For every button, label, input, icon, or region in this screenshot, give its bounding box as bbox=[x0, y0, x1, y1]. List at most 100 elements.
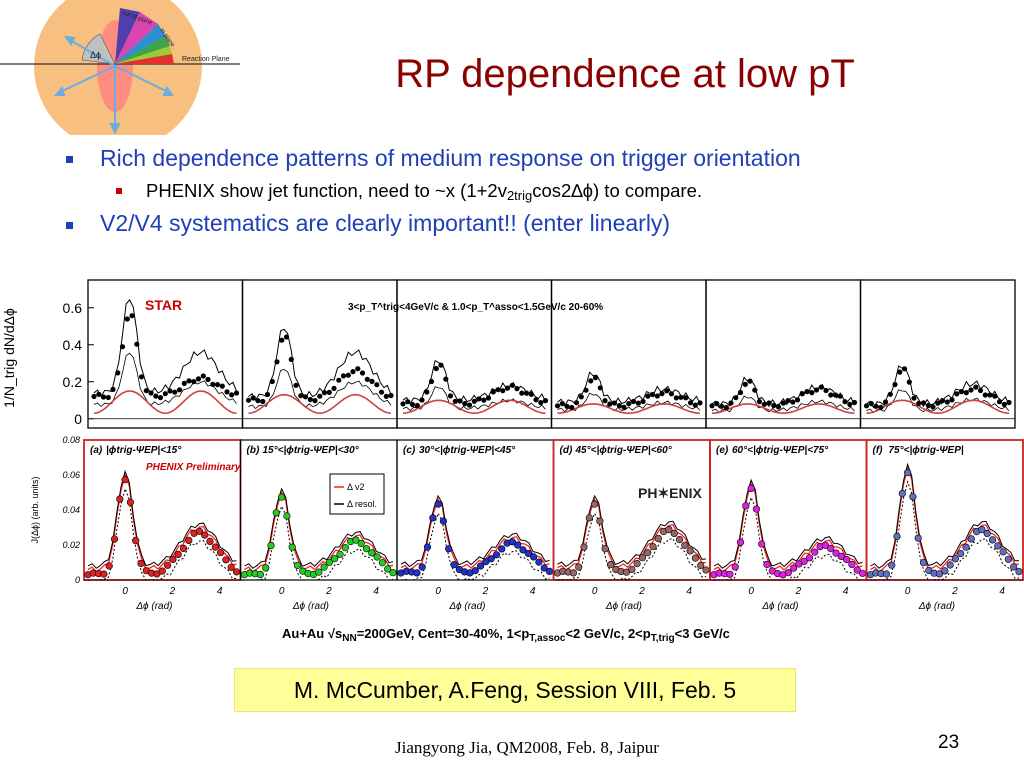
star-data-point bbox=[645, 393, 651, 399]
phenix-data-point bbox=[1015, 568, 1023, 576]
bullet-marker bbox=[66, 156, 73, 163]
star-data-point bbox=[569, 404, 575, 411]
star-ylabel: 1/N_trig dN/dΔϕ bbox=[1, 308, 17, 408]
phenix-data-point bbox=[487, 555, 495, 563]
phenix-data-point bbox=[853, 566, 861, 574]
phenix-data-point bbox=[105, 562, 113, 570]
star-band-lower bbox=[557, 392, 701, 413]
star-data-point bbox=[847, 401, 853, 407]
star-data-point bbox=[443, 376, 449, 382]
phenix-data-point bbox=[837, 552, 845, 560]
star-data-point bbox=[504, 385, 511, 391]
star-data-point bbox=[495, 387, 501, 393]
star-flow-curve bbox=[402, 399, 546, 415]
star-band-lower bbox=[248, 369, 392, 410]
star-data-point bbox=[457, 398, 463, 404]
phenix-ytick-label: 0.08 bbox=[62, 435, 80, 445]
star-data-point bbox=[162, 391, 168, 397]
sub-bullet-pre: PHENIX show jet function, need to ~x (1+… bbox=[146, 180, 507, 201]
star-data-point bbox=[842, 399, 848, 405]
star-data-point bbox=[138, 374, 145, 380]
phenix-data-point bbox=[540, 564, 548, 572]
star-data-point bbox=[274, 359, 280, 365]
star-data-point bbox=[668, 391, 675, 397]
phenix-data-point bbox=[132, 537, 140, 545]
phenix-data-point bbox=[164, 561, 172, 569]
star-data-point bbox=[823, 387, 829, 394]
star-data-point bbox=[897, 369, 903, 375]
star-data-point bbox=[692, 402, 698, 408]
phenix-legend-box bbox=[329, 473, 385, 515]
star-data-point bbox=[359, 370, 366, 376]
star-data-point bbox=[752, 387, 758, 393]
star-flow-curve bbox=[866, 399, 1010, 415]
star-data-point bbox=[509, 382, 515, 388]
star-data-point bbox=[293, 382, 299, 388]
star-panel-frame bbox=[859, 279, 1016, 429]
phenix-data-point bbox=[752, 505, 761, 513]
phenix-data-point bbox=[946, 561, 954, 569]
star-data-point bbox=[481, 397, 487, 403]
phenix-panel-range: 30°<|ϕtrig-ΨEP|<45° bbox=[419, 445, 516, 456]
star-data-point bbox=[809, 390, 815, 396]
bullet-marker bbox=[66, 222, 73, 229]
phenix-xtick-label: 2 bbox=[951, 586, 958, 597]
star-data-point bbox=[911, 395, 917, 401]
star-data-point bbox=[771, 402, 777, 409]
star-data-point bbox=[954, 391, 960, 397]
phenix-data-point bbox=[893, 532, 901, 540]
star-data-point bbox=[659, 391, 665, 397]
phenix-data-point bbox=[110, 535, 119, 543]
logo-label-reaction-plane: Reaction Plane bbox=[182, 56, 230, 63]
phenix-data-point bbox=[174, 550, 182, 558]
star-data-point bbox=[195, 376, 202, 382]
phenix-v2-band bbox=[870, 465, 1020, 573]
star-data-point bbox=[250, 395, 256, 401]
phenix-data-point bbox=[325, 558, 334, 566]
phenix-xtick-label: 4 bbox=[999, 586, 1005, 597]
star-data-point bbox=[340, 373, 347, 379]
phenix-data-point bbox=[747, 484, 755, 493]
phenix-data-point bbox=[882, 570, 891, 578]
phenix-data-point bbox=[585, 514, 593, 522]
phenix-data-point bbox=[378, 559, 387, 567]
star-data-point bbox=[718, 403, 725, 409]
star-data-point bbox=[790, 399, 796, 405]
star-data-point bbox=[229, 392, 235, 398]
star-data-point bbox=[578, 394, 584, 400]
phenix-data-point bbox=[357, 539, 365, 548]
phenix-data-point bbox=[821, 541, 830, 549]
phenix-legend-v2: Δ v2 bbox=[347, 482, 365, 492]
star-band-upper bbox=[248, 328, 392, 402]
star-data-point bbox=[528, 391, 534, 397]
star-data-point bbox=[775, 404, 782, 410]
star-data-point bbox=[538, 400, 544, 406]
star-band-upper bbox=[93, 298, 237, 398]
star-data-point bbox=[939, 398, 946, 404]
phenix-data-point bbox=[575, 563, 583, 571]
star-data-point bbox=[906, 379, 912, 385]
star-data-point bbox=[887, 391, 893, 397]
phenix-xtick-label: 2 bbox=[638, 586, 645, 597]
star-data-point bbox=[153, 393, 159, 399]
star-data-point bbox=[447, 393, 454, 399]
phenix-data-point bbox=[232, 568, 241, 576]
phenix-panel-frame bbox=[396, 439, 555, 581]
star-data-point bbox=[766, 400, 772, 406]
phenix-data-point bbox=[524, 549, 532, 558]
phenix-xtick-label: 4 bbox=[530, 586, 536, 597]
star-data-point bbox=[167, 388, 173, 394]
star-data-point bbox=[949, 397, 955, 403]
star-data-point bbox=[119, 344, 126, 350]
star-data-point bbox=[958, 389, 965, 395]
star-data-point bbox=[714, 401, 720, 407]
phenix-data-point bbox=[336, 550, 344, 558]
star-data-point bbox=[172, 389, 178, 395]
logo-arrows bbox=[53, 35, 174, 135]
star-data-point bbox=[317, 393, 323, 399]
phenix-ytick-label: 0.04 bbox=[62, 505, 80, 515]
phenix-data-point bbox=[211, 543, 219, 551]
star-data-point bbox=[901, 366, 908, 372]
phenix-data-point bbox=[368, 549, 376, 557]
phenix-xtick-label: 2 bbox=[795, 586, 802, 597]
